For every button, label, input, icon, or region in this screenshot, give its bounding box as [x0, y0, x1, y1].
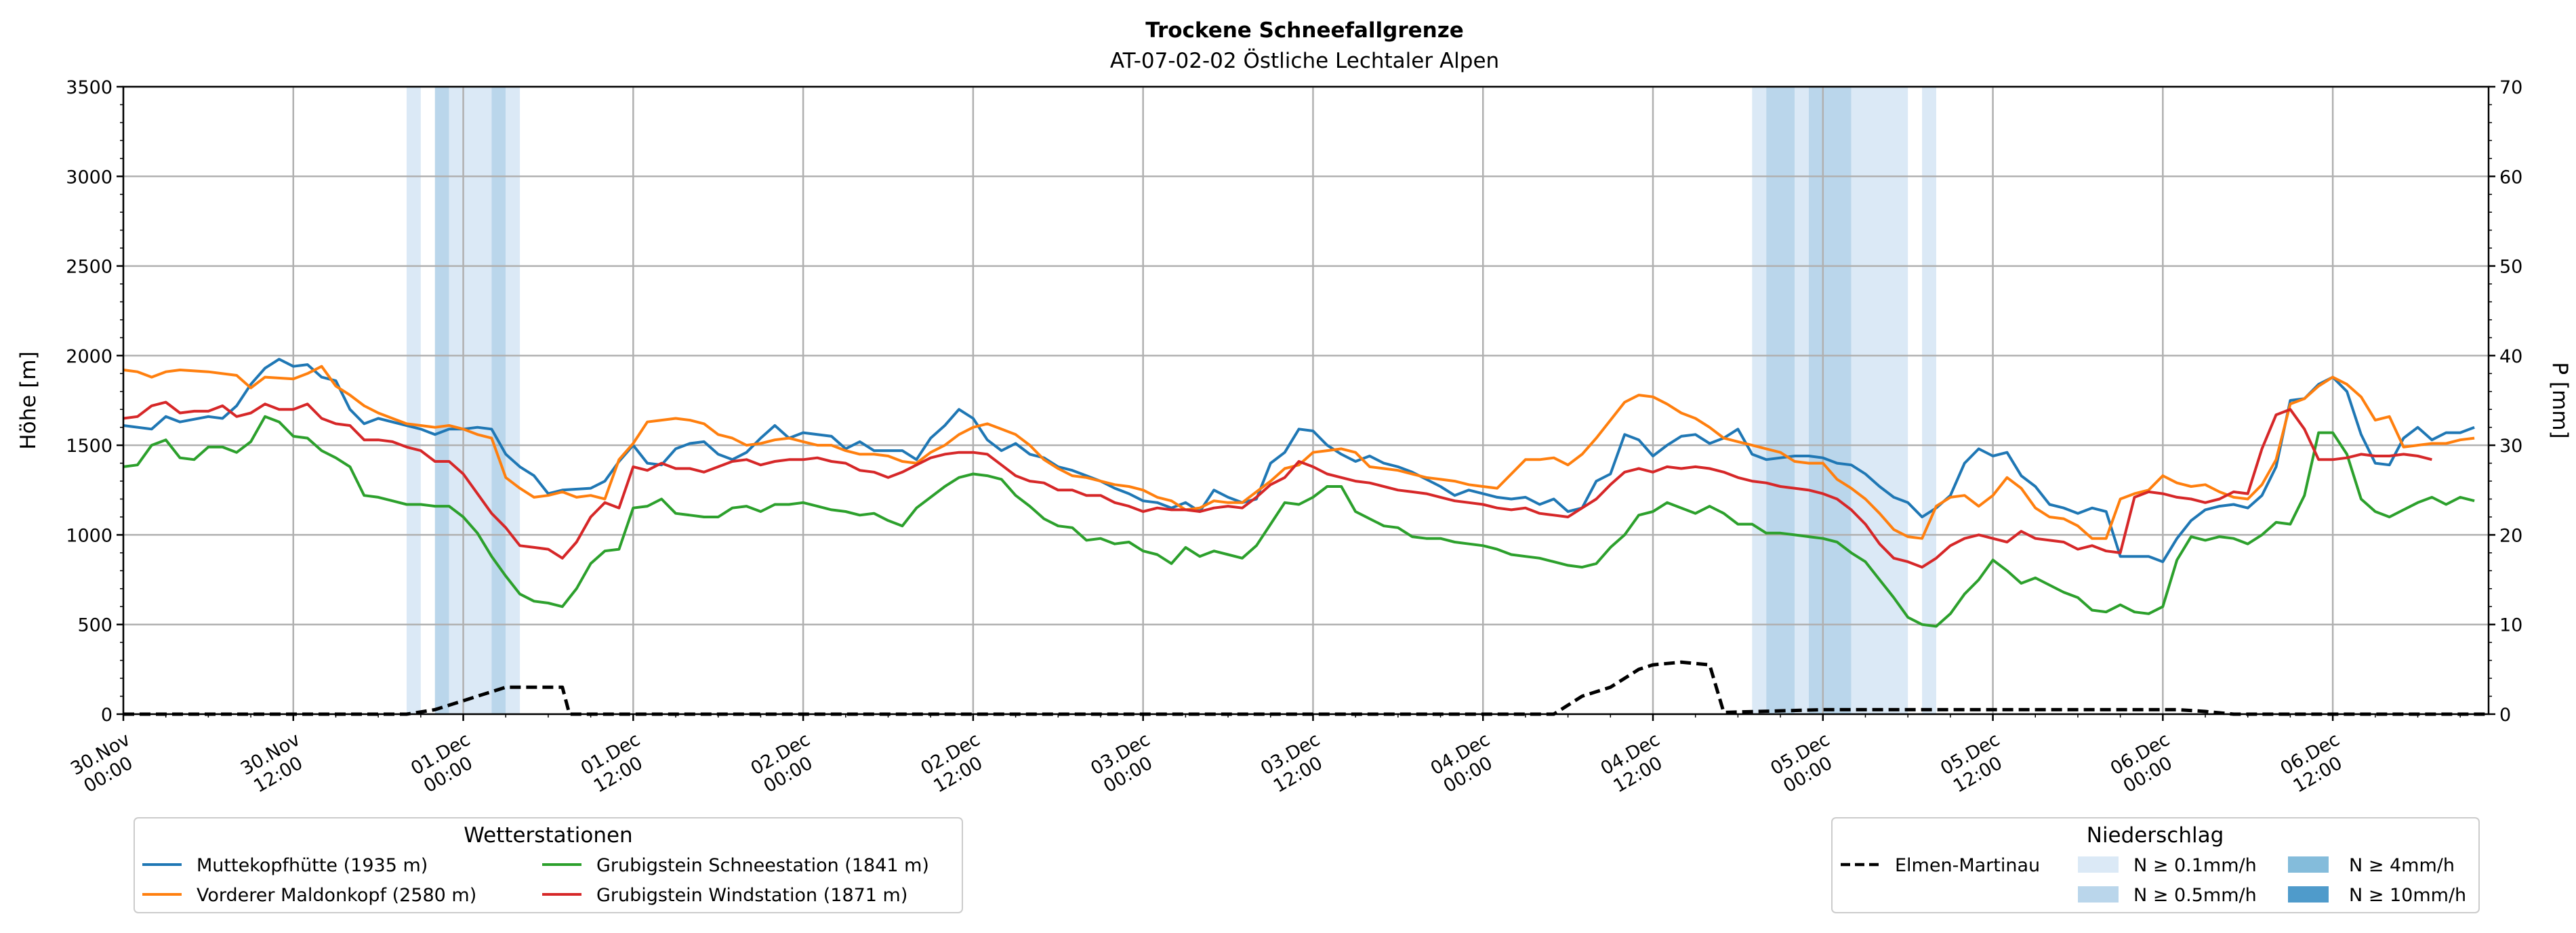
chart-subtitle: AT-07-02-02 Östliche Lechtaler Alpen [1110, 48, 1499, 73]
precip-band-8 [1794, 87, 1809, 714]
series-line-0 [123, 358, 2475, 564]
legend-entry-muttekopf: Muttekopfhütte (1935 m) [197, 855, 428, 876]
legend-precip: Niederschlag Elmen-Martinau N ≥ 0.1mm/h … [1831, 817, 2480, 913]
y-tick-label-left-6: 3000 [66, 167, 113, 188]
legend-swatch-n01 [2078, 856, 2119, 873]
precip-band-5 [506, 87, 520, 714]
y-axis-label-left: Höhe [m] [16, 351, 41, 449]
precip-band-7 [1766, 87, 1795, 714]
legend-precip-title: Niederschlag [2087, 823, 2224, 848]
precip-band-2 [449, 87, 464, 714]
precip-band-4 [491, 87, 506, 714]
y-tick-label-left-7: 3500 [66, 77, 113, 98]
y-tick-label-right-5: 50 [2499, 257, 2522, 278]
y-tick-label-left-5: 2500 [66, 257, 113, 278]
precip-band-11 [1922, 87, 1936, 714]
y-tick-label-left-4: 2000 [66, 346, 113, 367]
series-line-4 [123, 660, 2489, 716]
precip-band-0 [406, 87, 421, 714]
precip-band-1 [434, 87, 449, 714]
y-tick-label-left-2: 1000 [66, 525, 113, 546]
y-tick-label-left-3: 1500 [66, 436, 113, 457]
series-lines [123, 358, 2489, 716]
y-tick-label-right-7: 70 [2499, 77, 2522, 98]
y-axis-label-right: P [mm] [2548, 362, 2572, 438]
precip-band-3 [463, 87, 492, 714]
y-tick-label-right-0: 0 [2499, 705, 2511, 726]
legend-entry-maldonkopf: Vorderer Maldonkopf (2580 m) [197, 885, 476, 906]
y-tick-label-left-1: 500 [77, 615, 113, 636]
legend-swatch-n4 [2288, 856, 2329, 873]
legend-entry-elmen-martinau: Elmen-Martinau [1895, 855, 2040, 876]
legend-swatch-n05 [2078, 886, 2119, 903]
legend-entry-n10: N ≥ 10mm/h [2349, 885, 2466, 906]
y-tick-label-right-1: 10 [2499, 615, 2522, 636]
y-tick-label-right-6: 60 [2499, 167, 2522, 188]
legend-entry-n01: N ≥ 0.1mm/h [2133, 855, 2257, 876]
precip-bands [406, 87, 1936, 714]
precip-band-6 [1752, 87, 1767, 714]
legend-entry-windstation: Grubigstein Windstation (1871 m) [596, 885, 907, 906]
precip-band-10 [1851, 87, 1908, 714]
legend-entry-n4: N ≥ 4mm/h [2349, 855, 2455, 876]
series-line-3 [123, 400, 2432, 569]
series-line-1 [123, 365, 2475, 540]
legend-stations-title: Wetterstationen [464, 823, 632, 848]
y-tick-label-left-0: 0 [101, 705, 113, 726]
y-tick-label-right-2: 20 [2499, 525, 2522, 546]
y-tick-label-right-3: 30 [2499, 436, 2522, 457]
chart-title: Trockene Schneefallgrenze [1145, 18, 1464, 43]
legend-entry-schneestation: Grubigstein Schneestation (1841 m) [596, 855, 929, 876]
legend-swatch-n10 [2288, 886, 2329, 903]
series-line-2 [123, 415, 2475, 628]
plot-frame [122, 85, 2490, 716]
y-tick-label-right-4: 40 [2499, 346, 2522, 367]
precip-band-9 [1808, 87, 1852, 714]
legend-entry-n05: N ≥ 0.5mm/h [2133, 885, 2257, 906]
legend-stations: Wetterstationen Muttekopfhütte (1935 m) … [134, 817, 963, 913]
